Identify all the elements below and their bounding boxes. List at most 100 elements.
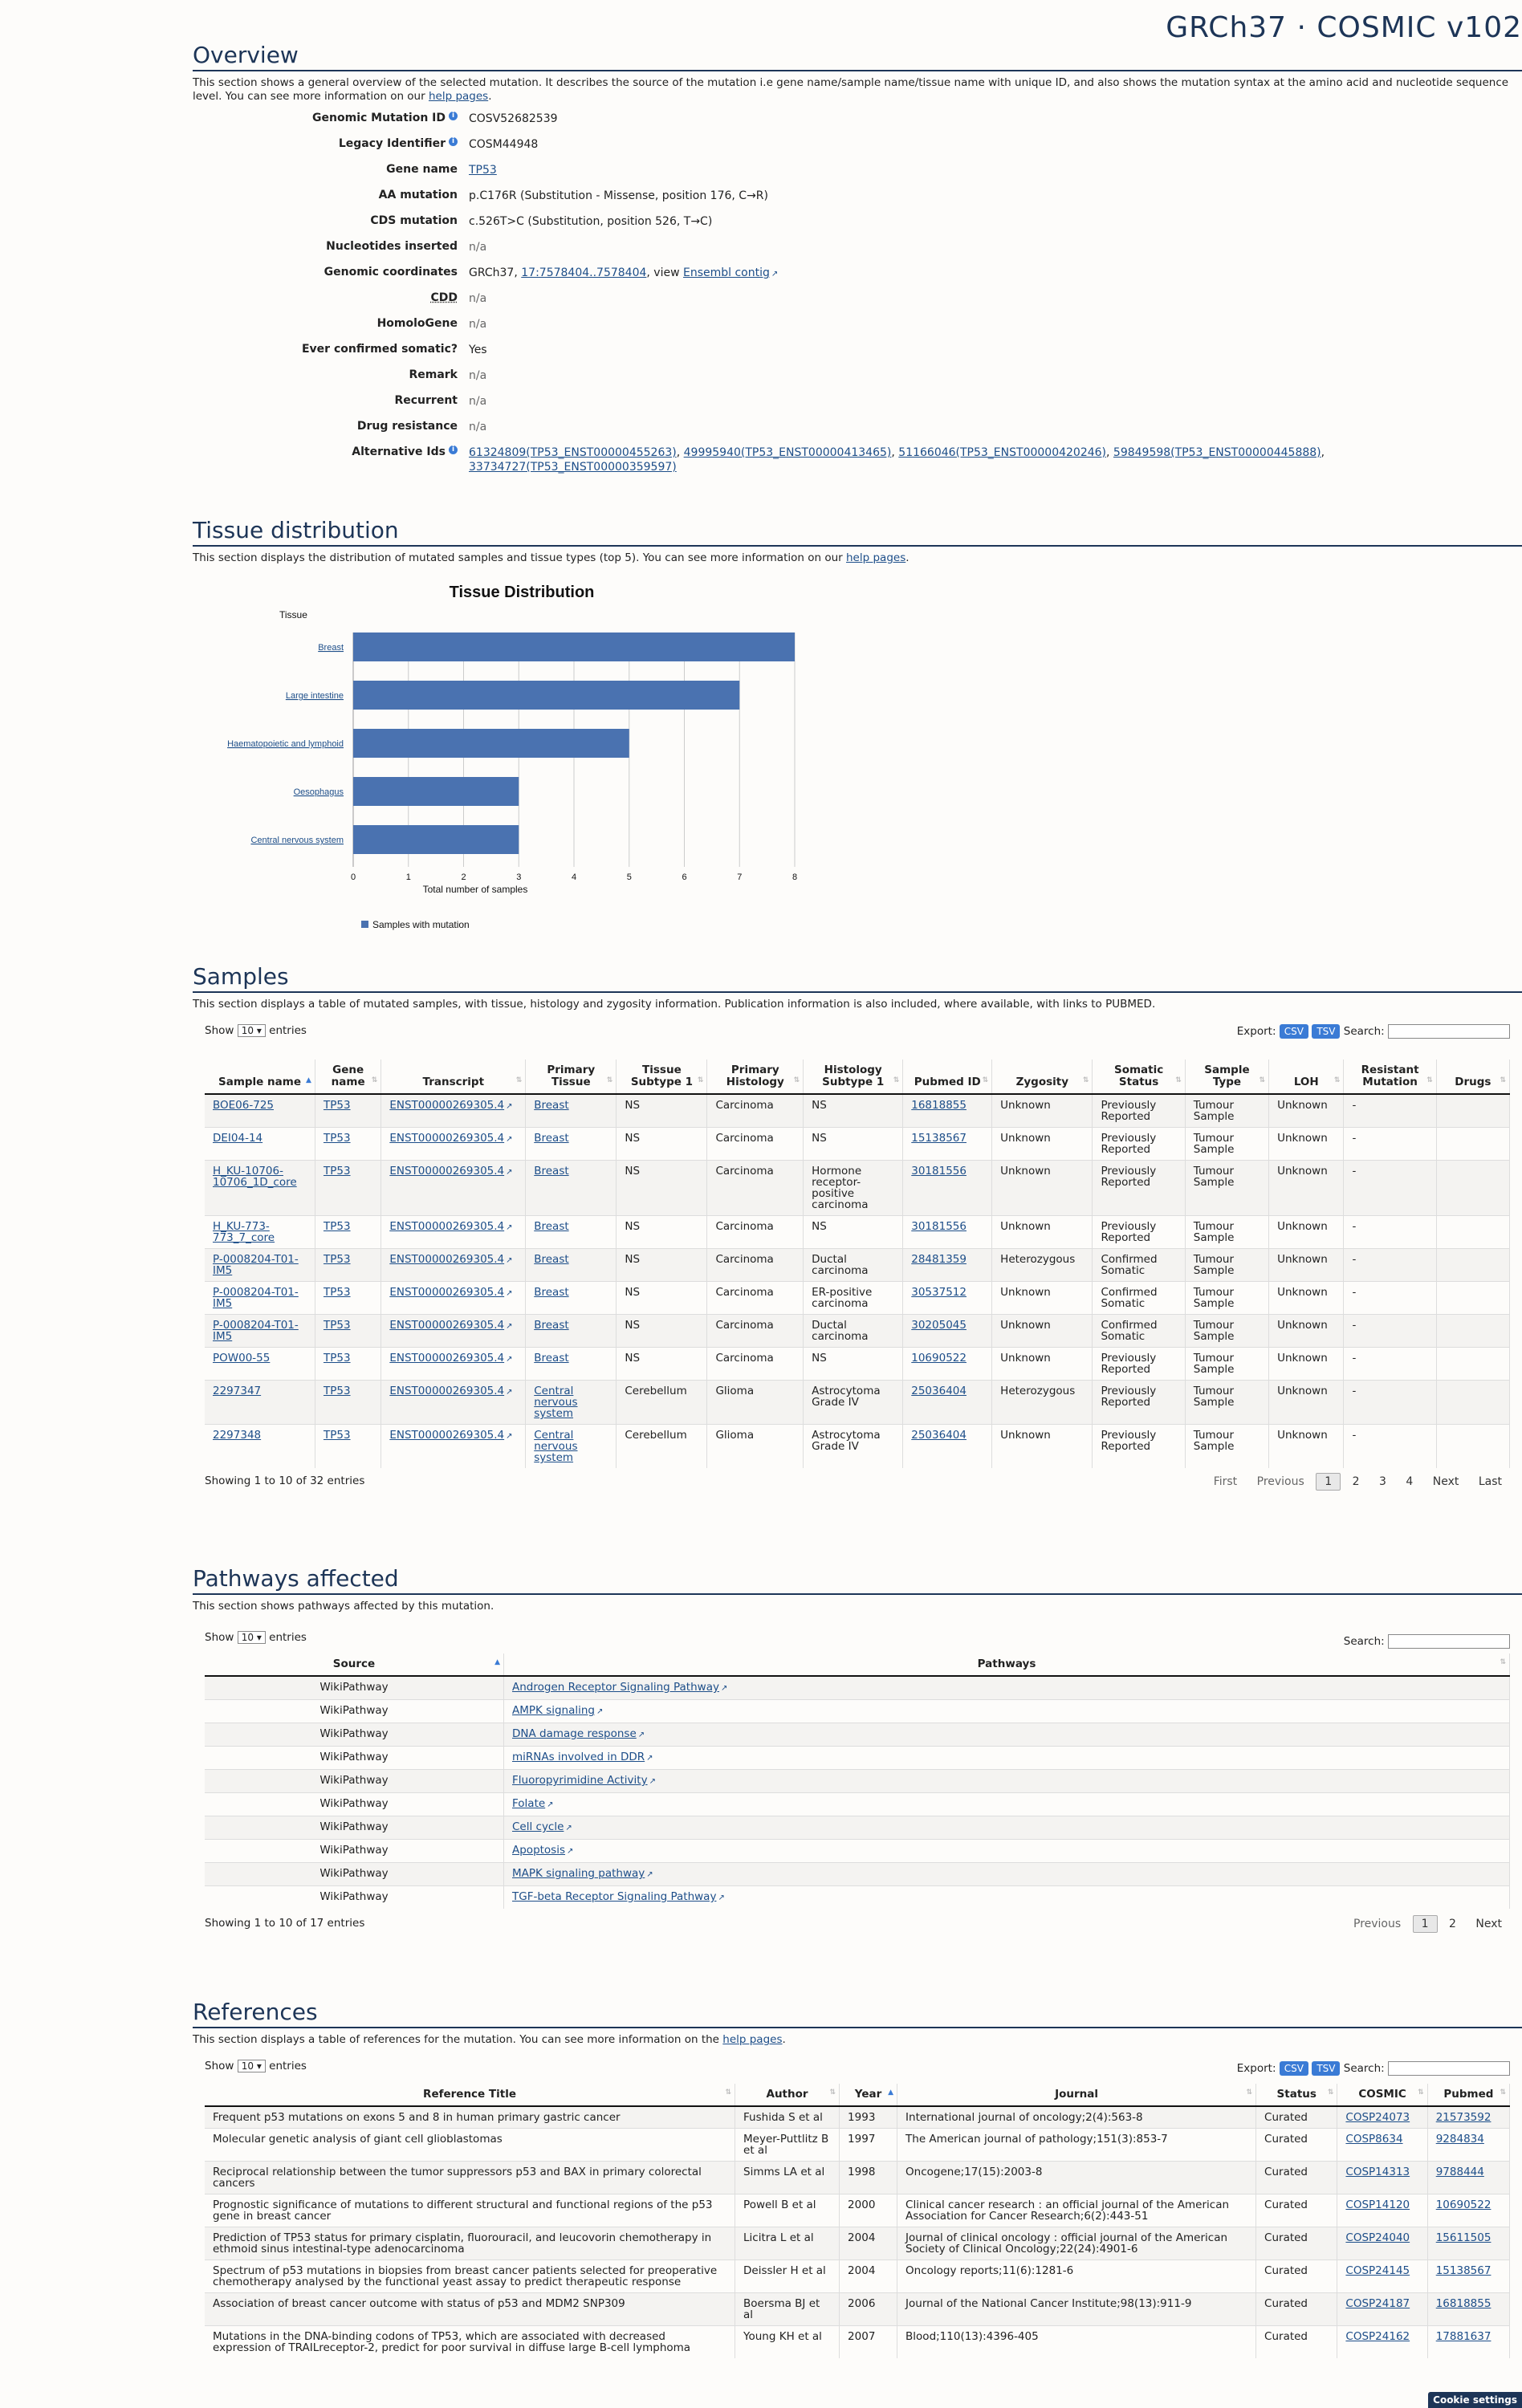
- page-4-button[interactable]: 4: [1406, 1475, 1414, 1488]
- cell-link[interactable]: MAPK signaling pathway: [512, 1867, 653, 1880]
- bar[interactable]: [353, 729, 629, 758]
- cell-link[interactable]: AMPK signaling: [512, 1704, 603, 1717]
- cell-link[interactable]: COSP24162: [1345, 2330, 1410, 2343]
- ensembl-contig-link[interactable]: Ensembl contig: [683, 266, 778, 279]
- cell-link[interactable]: 17881637: [1435, 2330, 1491, 2343]
- column-header[interactable]: Pubmed ID ⇅: [902, 1060, 993, 1095]
- tsv-export-button[interactable]: TSV: [1312, 2061, 1341, 2076]
- bar[interactable]: [353, 681, 740, 710]
- cell-link[interactable]: COSP24145: [1345, 2264, 1410, 2277]
- cell-link[interactable]: TP53: [323, 1220, 351, 1233]
- cell-link[interactable]: COSP14120: [1345, 2199, 1410, 2211]
- cell-link[interactable]: Cell cycle: [512, 1820, 572, 1833]
- cell-link[interactable]: 30205045: [911, 1319, 967, 1332]
- cell-link[interactable]: TP53: [323, 1319, 351, 1332]
- category-label[interactable]: Oesophagus: [294, 787, 344, 797]
- first-page-button[interactable]: First: [1213, 1475, 1238, 1488]
- cell-link[interactable]: ENST00000269305.4: [389, 1099, 512, 1112]
- cell-link[interactable]: 21573592: [1435, 2111, 1491, 2124]
- column-header[interactable]: Drugs ⇅: [1436, 1060, 1511, 1095]
- pathways-length-select[interactable]: 10 ▾: [237, 1631, 266, 1644]
- column-header[interactable]: Transcript ⇅: [380, 1060, 527, 1095]
- alternative-id-link[interactable]: 59849598(TP53_ENST00000445888): [1113, 446, 1321, 459]
- csv-export-button[interactable]: CSV: [1279, 1024, 1309, 1039]
- gene-link[interactable]: TP53: [469, 164, 497, 177]
- cell-link[interactable]: 25036404: [911, 1385, 967, 1397]
- cell-link[interactable]: Breast: [534, 1099, 569, 1112]
- cell-link[interactable]: ENST00000269305.4: [389, 1132, 512, 1145]
- cell-link[interactable]: ENST00000269305.4: [389, 1220, 512, 1233]
- cell-link[interactable]: ENST00000269305.4: [389, 1319, 512, 1332]
- cell-link[interactable]: DNA damage response: [512, 1727, 645, 1740]
- cell-link[interactable]: TP53: [323, 1165, 351, 1178]
- column-header[interactable]: Year ▲: [839, 2084, 898, 2107]
- cell-link[interactable]: COSP24187: [1345, 2297, 1410, 2310]
- cell-link[interactable]: Fluoropyrimidine Activity: [512, 1774, 656, 1787]
- category-label[interactable]: Haematopoietic and lymphoid: [227, 739, 344, 749]
- cell-link[interactable]: 25036404: [911, 1429, 967, 1442]
- cell-link[interactable]: 30181556: [911, 1220, 967, 1233]
- info-icon[interactable]: i: [449, 445, 458, 454]
- cell-link[interactable]: Breast: [534, 1253, 569, 1266]
- column-header[interactable]: Source ▲: [205, 1653, 504, 1677]
- column-header[interactable]: Tissue Subtype 1 ⇅: [616, 1060, 708, 1095]
- cell-link[interactable]: Breast: [534, 1220, 569, 1233]
- column-header[interactable]: Histology Subtype 1 ⇅: [803, 1060, 904, 1095]
- column-header[interactable]: Resistant Mutation ⇅: [1343, 1060, 1437, 1095]
- column-header[interactable]: Pubmed ⇅: [1427, 2084, 1511, 2107]
- cell-link[interactable]: Androgen Receptor Signaling Pathway: [512, 1681, 727, 1694]
- cell-link[interactable]: TP53: [323, 1352, 351, 1365]
- cell-link[interactable]: ENST00000269305.4: [389, 1429, 512, 1442]
- cell-link[interactable]: P-0008204-T01-IM5: [213, 1253, 299, 1277]
- cell-link[interactable]: COSP24073: [1345, 2111, 1410, 2124]
- help-pages-link[interactable]: help pages: [428, 90, 489, 103]
- cell-link[interactable]: COSP24040: [1345, 2231, 1410, 2244]
- references-search-input[interactable]: [1388, 2061, 1510, 2076]
- cell-link[interactable]: POW00-55: [213, 1352, 271, 1365]
- references-length-select[interactable]: 10 ▾: [237, 2060, 266, 2072]
- cell-link[interactable]: ENST00000269305.4: [389, 1165, 512, 1178]
- cell-link[interactable]: Breast: [534, 1165, 569, 1178]
- cell-link[interactable]: 30537512: [911, 1286, 967, 1299]
- csv-export-button[interactable]: CSV: [1279, 2061, 1309, 2076]
- column-header[interactable]: Gene name ⇅: [315, 1060, 382, 1095]
- category-label[interactable]: Large intestine: [286, 691, 344, 701]
- cell-link[interactable]: TP53: [323, 1385, 351, 1397]
- cell-link[interactable]: TGF-beta Receptor Signaling Pathway: [512, 1890, 725, 1903]
- cell-link[interactable]: Breast: [534, 1286, 569, 1299]
- category-label[interactable]: Central nervous system: [250, 836, 344, 845]
- column-header[interactable]: Pathways ⇅: [503, 1653, 1510, 1677]
- cookie-settings-button[interactable]: Cookie settings: [1428, 2392, 1522, 2408]
- cell-link[interactable]: COSP14313: [1345, 2166, 1410, 2178]
- cell-link[interactable]: Apoptosis: [512, 1844, 573, 1857]
- samples-search-input[interactable]: [1388, 1024, 1510, 1039]
- cell-link[interactable]: ENST00000269305.4: [389, 1253, 512, 1266]
- bar[interactable]: [353, 777, 519, 806]
- cell-link[interactable]: H_KU-773-773_7_core: [213, 1220, 275, 1244]
- cell-link[interactable]: BOE06-725: [213, 1099, 274, 1112]
- next-page-button[interactable]: Next: [1475, 1918, 1502, 1930]
- cell-link[interactable]: Central nervous system: [534, 1385, 578, 1420]
- column-header[interactable]: Journal ⇅: [897, 2084, 1257, 2107]
- cell-link[interactable]: 2297347: [213, 1385, 262, 1397]
- alternative-id-link[interactable]: 51166046(TP53_ENST00000420246): [898, 446, 1107, 459]
- previous-page-button[interactable]: Previous: [1256, 1475, 1304, 1488]
- last-page-button[interactable]: Last: [1478, 1475, 1502, 1488]
- alternative-id-link[interactable]: 61324809(TP53_ENST00000455263): [469, 446, 677, 459]
- page-1-button[interactable]: 1: [1316, 1473, 1341, 1491]
- cell-link[interactable]: miRNAs involved in DDR: [512, 1751, 653, 1763]
- cell-link[interactable]: ENST00000269305.4: [389, 1352, 512, 1365]
- cell-link[interactable]: TP53: [323, 1253, 351, 1266]
- column-header[interactable]: COSMIC ⇅: [1337, 2084, 1428, 2107]
- coordinates-link[interactable]: 17:7578404..7578404: [521, 266, 647, 279]
- cell-link[interactable]: TP53: [323, 1099, 351, 1112]
- cell-link[interactable]: 15138567: [911, 1132, 967, 1145]
- cell-link[interactable]: TP53: [323, 1429, 351, 1442]
- page-2-button[interactable]: 2: [1352, 1475, 1360, 1488]
- cell-link[interactable]: 28481359: [911, 1253, 967, 1266]
- cell-link[interactable]: 2297348: [213, 1429, 262, 1442]
- bar[interactable]: [353, 825, 519, 854]
- cell-link[interactable]: 10690522: [911, 1352, 967, 1365]
- column-header[interactable]: Sample name ▲: [205, 1060, 315, 1095]
- help-pages-link[interactable]: help pages: [846, 551, 906, 564]
